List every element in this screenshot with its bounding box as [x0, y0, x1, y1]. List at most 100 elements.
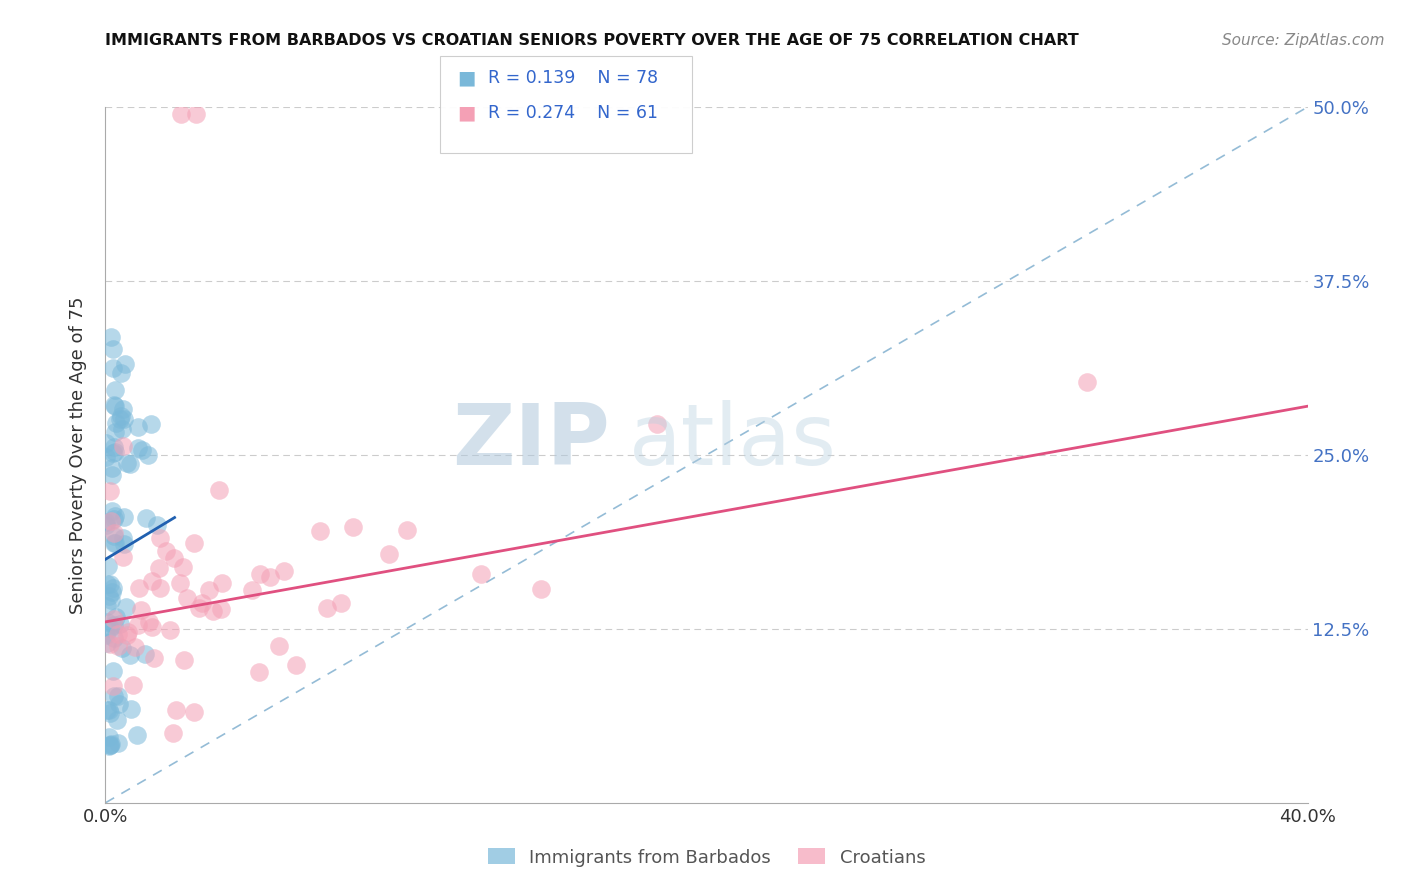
Point [96, 450, 118, 464]
Point [309, 524, 332, 538]
Point [201, 604, 224, 618]
Point [470, 566, 492, 581]
Point [138, 615, 160, 629]
Text: R = 0.274    N = 61: R = 0.274 N = 61 [488, 104, 658, 122]
Point [94, 435, 117, 450]
Y-axis label: Seniors Poverty Over the Age of 75: Seniors Poverty Over the Age of 75 [69, 296, 87, 614]
Point [128, 581, 150, 595]
Point [105, 609, 128, 624]
Point [111, 531, 134, 545]
Point [103, 631, 125, 645]
Point [183, 705, 205, 719]
Point [127, 728, 149, 742]
Point [96, 517, 118, 532]
Point [104, 399, 127, 413]
Point [103, 512, 125, 526]
Point [135, 510, 157, 524]
Point [141, 574, 163, 589]
Point [110, 366, 132, 380]
Point [104, 384, 127, 398]
Point [101, 581, 124, 595]
Point [100, 739, 122, 753]
Point [101, 679, 124, 693]
Point [100, 504, 122, 518]
Point [94, 628, 117, 642]
Point [148, 561, 170, 575]
Point [378, 547, 401, 561]
Point [103, 525, 125, 540]
Point [127, 618, 149, 632]
Text: atlas: atlas [628, 400, 837, 483]
Point [162, 726, 184, 740]
Point [142, 651, 165, 665]
Point [240, 583, 263, 598]
Point [98, 589, 121, 603]
Point [100, 737, 122, 751]
Point [267, 639, 290, 653]
Point [104, 416, 127, 430]
Point [103, 618, 125, 632]
Point [107, 627, 129, 641]
Point [104, 425, 127, 439]
Point [104, 445, 127, 459]
Point [112, 537, 135, 551]
Point [172, 560, 194, 574]
Point [159, 623, 181, 637]
Point [110, 640, 132, 655]
Point [101, 468, 124, 483]
Point [103, 398, 125, 412]
Point [108, 616, 131, 631]
Point [120, 457, 142, 471]
Point [100, 585, 122, 599]
Point [342, 520, 364, 534]
Point [100, 739, 122, 753]
Point [104, 508, 127, 523]
Point [101, 360, 124, 375]
Point [97, 731, 120, 745]
Point [100, 593, 122, 607]
Point [96, 703, 118, 717]
Point [184, 107, 207, 121]
Point [136, 448, 159, 462]
Point [122, 678, 145, 692]
Point [146, 518, 169, 533]
Point [131, 443, 153, 458]
Point [114, 357, 136, 371]
Point [124, 640, 146, 655]
Point [100, 329, 122, 343]
Point [188, 600, 211, 615]
Text: ZIP: ZIP [453, 400, 610, 483]
Point [103, 536, 125, 550]
Point [191, 596, 214, 610]
Point [249, 567, 271, 582]
Point [97, 703, 120, 717]
Point [117, 624, 139, 639]
Point [139, 417, 162, 431]
Point [173, 653, 195, 667]
Point [98, 637, 121, 651]
Point [273, 564, 295, 578]
Point [105, 713, 128, 727]
Point [103, 689, 125, 703]
Point [96, 636, 118, 650]
Point [96, 599, 118, 614]
Point [107, 736, 129, 750]
Point [96, 515, 118, 529]
Point [110, 411, 132, 425]
Point [284, 658, 307, 673]
Point [98, 739, 121, 753]
Point [97, 559, 120, 574]
Point [330, 596, 353, 610]
Text: R = 0.139    N = 78: R = 0.139 N = 78 [488, 69, 658, 87]
Point [155, 544, 177, 558]
Point [96, 577, 118, 591]
Point [112, 412, 135, 426]
Point [112, 549, 135, 564]
Point [647, 417, 669, 432]
Point [111, 438, 134, 452]
Point [100, 461, 122, 475]
Text: IMMIGRANTS FROM BARBADOS VS CROATIAN SENIORS POVERTY OVER THE AGE OF 75 CORRELAT: IMMIGRANTS FROM BARBADOS VS CROATIAN SEN… [105, 33, 1080, 48]
Point [112, 509, 135, 524]
Point [98, 706, 121, 720]
Point [316, 601, 339, 615]
